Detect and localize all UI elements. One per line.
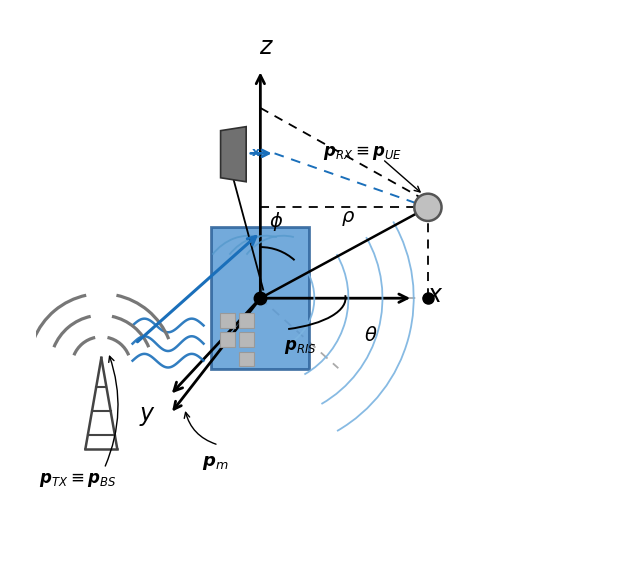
- Circle shape: [414, 194, 442, 221]
- Text: $\boldsymbol{p}_{RX} \equiv \boldsymbol{p}_{UE}$: $\boldsymbol{p}_{RX} \equiv \boldsymbol{…: [323, 144, 402, 162]
- Text: $\boldsymbol{p}_{RIS}$: $\boldsymbol{p}_{RIS}$: [284, 338, 316, 356]
- Bar: [220, 332, 235, 347]
- Text: $\phi$: $\phi$: [269, 210, 284, 233]
- Polygon shape: [211, 227, 309, 369]
- Text: $\rho$: $\rho$: [341, 209, 355, 228]
- Bar: [239, 313, 254, 328]
- Text: $\theta$: $\theta$: [364, 325, 378, 345]
- Bar: [239, 352, 254, 366]
- Text: $x$: $x$: [428, 283, 444, 307]
- Text: $\boldsymbol{p}_m$: $\boldsymbol{p}_m$: [202, 453, 229, 471]
- Text: $\boldsymbol{p}_{TX} \equiv \boldsymbol{p}_{BS}$: $\boldsymbol{p}_{TX} \equiv \boldsymbol{…: [39, 471, 116, 489]
- Text: $y$: $y$: [139, 404, 156, 428]
- Bar: [220, 313, 235, 328]
- Polygon shape: [221, 127, 246, 182]
- Text: x: x: [252, 146, 260, 158]
- Bar: [239, 332, 254, 347]
- Text: $z$: $z$: [259, 35, 273, 59]
